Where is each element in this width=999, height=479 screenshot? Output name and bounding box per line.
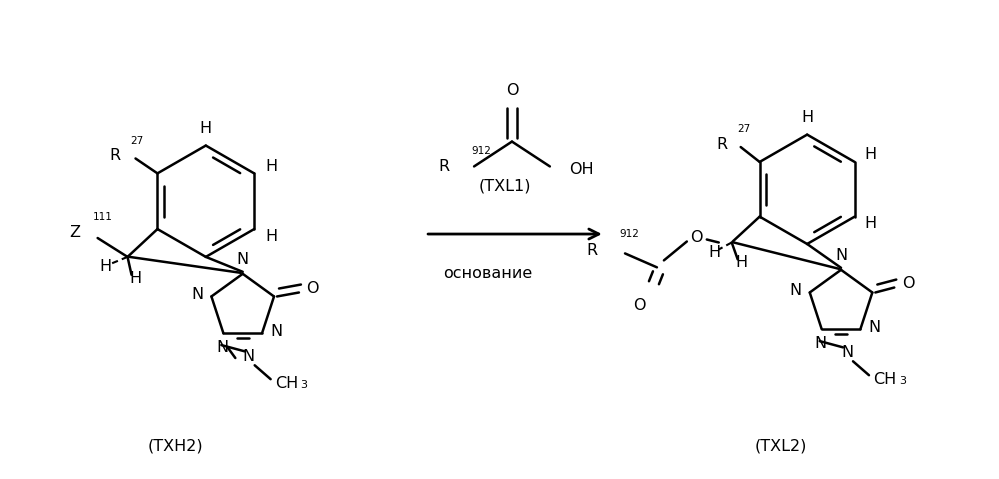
Text: H: H (864, 216, 877, 231)
Text: O: O (632, 297, 645, 313)
Text: N: N (868, 319, 880, 335)
Text: O: O (902, 276, 914, 291)
Text: H: H (130, 271, 142, 286)
Text: OH: OH (568, 162, 593, 177)
Text: O: O (306, 281, 318, 296)
Text: H: H (864, 148, 877, 162)
Text: 3: 3 (301, 380, 308, 390)
Text: H: H (200, 121, 212, 136)
Text: N: N (835, 249, 847, 263)
Text: 912: 912 (472, 147, 491, 157)
Text: 27: 27 (737, 124, 751, 134)
Text: N: N (243, 349, 255, 364)
Text: (TXH2): (TXH2) (148, 438, 204, 453)
Text: 111: 111 (93, 212, 113, 222)
Text: N: N (841, 345, 853, 360)
Text: (TXL2): (TXL2) (755, 438, 807, 453)
Text: N: N (814, 336, 827, 351)
Text: H: H (801, 110, 813, 125)
Text: N: N (237, 252, 249, 267)
Text: N: N (217, 340, 229, 354)
Text: CH: CH (873, 372, 896, 387)
Text: CH: CH (275, 376, 298, 391)
Text: N: N (790, 283, 802, 298)
Text: основание: основание (444, 266, 532, 281)
Text: 27: 27 (131, 136, 144, 146)
Text: R: R (586, 243, 597, 258)
Text: 3: 3 (899, 376, 906, 386)
Text: N: N (192, 287, 204, 302)
Text: H: H (265, 228, 277, 243)
Text: H: H (708, 245, 721, 260)
Text: R: R (716, 137, 727, 151)
Text: O: O (690, 230, 703, 245)
Text: H: H (100, 259, 112, 274)
Text: O: O (505, 83, 518, 98)
Text: 912: 912 (619, 228, 639, 239)
Text: R: R (110, 148, 121, 163)
Text: Z: Z (70, 225, 81, 240)
Text: N: N (270, 324, 282, 339)
Text: R: R (438, 159, 450, 174)
Text: (TXL1): (TXL1) (479, 179, 531, 194)
Text: H: H (735, 255, 748, 270)
Text: H: H (265, 159, 277, 174)
